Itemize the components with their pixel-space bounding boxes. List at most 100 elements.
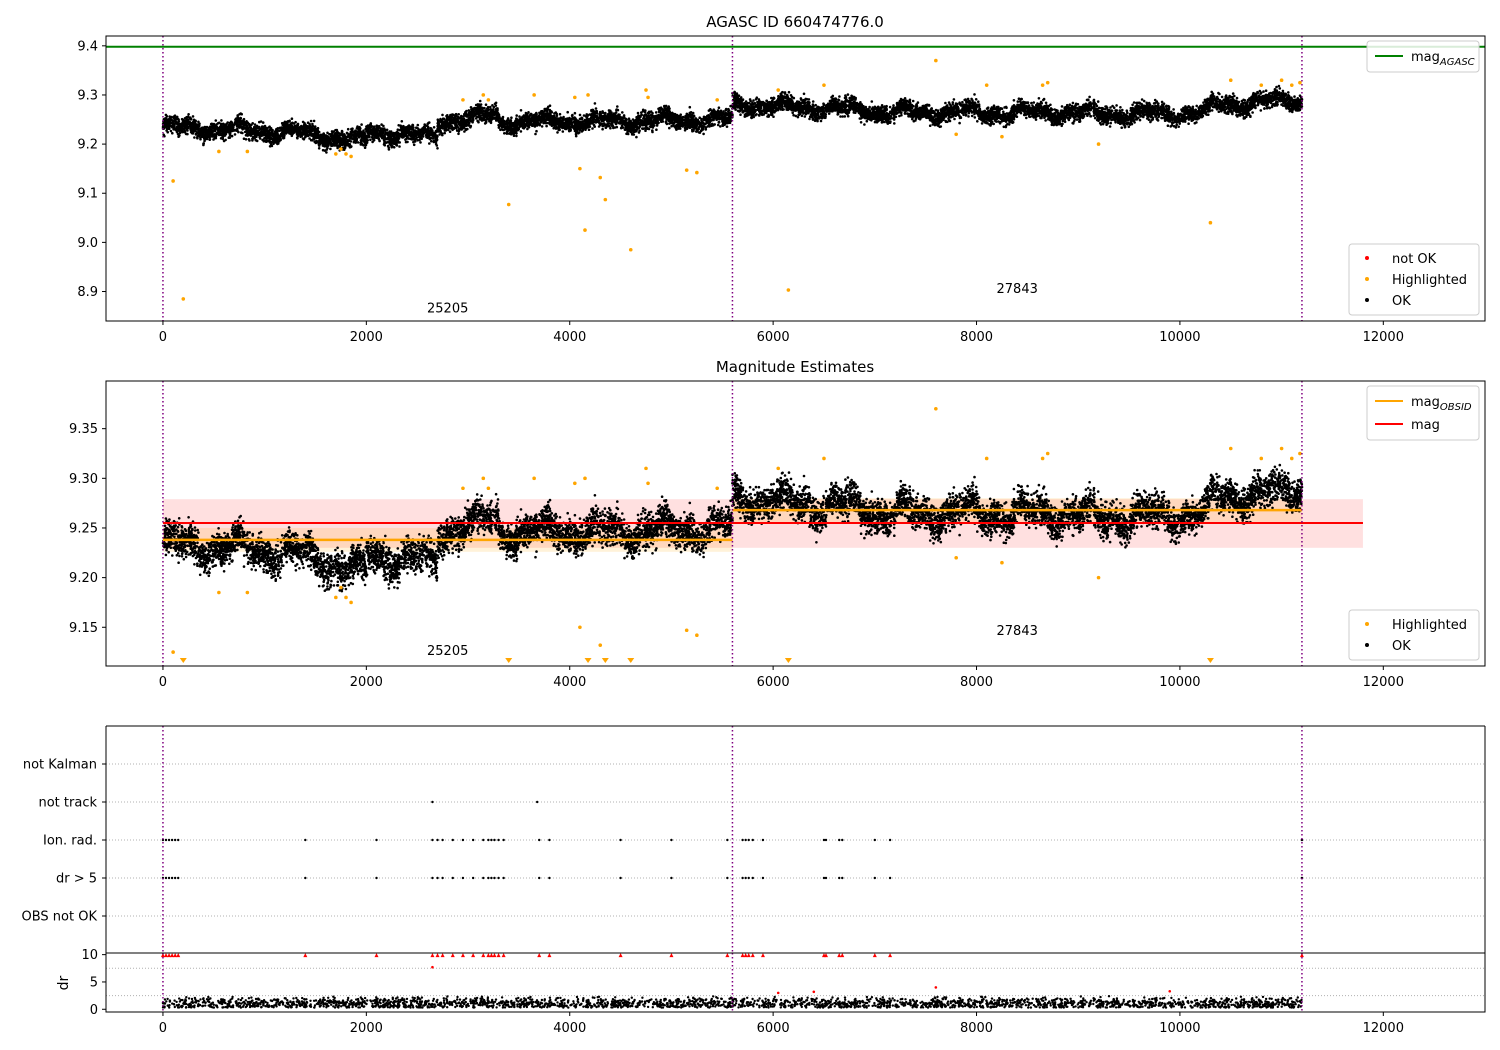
ok-point xyxy=(264,134,268,137)
ok-point xyxy=(512,134,516,137)
ok-point xyxy=(255,125,258,128)
ok-point xyxy=(172,116,176,120)
ok-point xyxy=(554,111,558,114)
ok-point xyxy=(294,129,298,132)
ok-point xyxy=(477,113,481,116)
ok-point xyxy=(237,124,241,127)
ok-point xyxy=(687,118,690,121)
ok-point xyxy=(416,123,420,127)
ok-point xyxy=(270,131,274,134)
ok-point xyxy=(688,126,691,129)
ok-point xyxy=(334,128,337,132)
ok-point xyxy=(618,120,622,124)
ok-point xyxy=(197,120,200,124)
ok-point xyxy=(612,126,615,130)
ok-point xyxy=(275,138,279,141)
ok-point xyxy=(550,110,553,113)
ok-point xyxy=(193,136,196,139)
ok-point xyxy=(266,136,270,139)
ok-point xyxy=(251,137,254,141)
ok-point xyxy=(459,116,463,119)
panel1-title: AGASC ID 660474776.0 xyxy=(706,13,884,31)
ok-point xyxy=(345,131,349,135)
ok-point xyxy=(713,110,717,114)
ok-point xyxy=(566,110,569,114)
ok-point xyxy=(339,139,342,143)
ok-point xyxy=(282,123,286,127)
ok-point xyxy=(683,129,687,132)
ok-point xyxy=(390,144,394,147)
ok-point xyxy=(728,112,731,115)
ok-point xyxy=(258,133,262,137)
ok-point xyxy=(433,140,437,143)
ok-point xyxy=(684,115,687,119)
ok-point xyxy=(288,127,292,130)
ok-point xyxy=(728,117,731,121)
ok-point xyxy=(202,135,206,139)
ok-point xyxy=(700,125,703,129)
ok-point xyxy=(455,129,459,132)
ok-point xyxy=(529,113,532,117)
ok-point xyxy=(462,115,465,118)
ok-point xyxy=(497,115,500,119)
ok-point xyxy=(396,140,400,143)
ok-point xyxy=(637,131,641,134)
ok-point xyxy=(331,130,334,134)
ok-point xyxy=(347,135,351,139)
ok-point xyxy=(501,119,505,123)
ok-point xyxy=(331,143,334,146)
ok-point xyxy=(479,111,483,114)
ok-point xyxy=(412,143,416,147)
ok-point xyxy=(685,112,689,116)
ok-point xyxy=(294,120,297,124)
ok-point xyxy=(269,127,273,130)
ok-point xyxy=(671,121,674,124)
ok-point xyxy=(399,124,402,127)
ok-point xyxy=(635,120,638,124)
ok-point xyxy=(242,120,245,124)
ok-point xyxy=(491,113,494,117)
ok-point xyxy=(306,121,310,124)
ok-point xyxy=(643,118,647,121)
ok-point xyxy=(253,128,257,132)
ok-point xyxy=(383,128,387,132)
ok-point xyxy=(254,131,257,135)
ok-point xyxy=(488,118,492,121)
ok-point xyxy=(717,106,721,109)
ok-point xyxy=(264,128,268,131)
ok-point xyxy=(432,126,436,129)
ok-point xyxy=(679,113,682,116)
ok-point xyxy=(210,132,214,136)
ok-point xyxy=(220,122,223,126)
ok-point xyxy=(368,130,371,134)
ok-point xyxy=(249,134,253,137)
ok-point xyxy=(474,103,478,107)
ok-point xyxy=(509,119,513,122)
ok-point xyxy=(278,126,282,130)
ok-point xyxy=(405,136,409,139)
ok-point xyxy=(433,134,436,137)
ok-point xyxy=(194,133,198,136)
ok-point xyxy=(387,148,391,151)
ok-point xyxy=(595,117,599,120)
ok-point xyxy=(227,130,230,134)
ok-point xyxy=(282,129,286,133)
ok-point xyxy=(332,139,336,142)
ok-point xyxy=(316,128,319,132)
ok-point xyxy=(242,117,246,121)
ok-point xyxy=(474,114,477,117)
ok-point xyxy=(509,132,513,136)
ok-point xyxy=(253,123,257,126)
ok-point xyxy=(471,116,475,119)
ok-point xyxy=(454,112,458,116)
ok-point xyxy=(460,121,464,124)
ok-point xyxy=(504,122,507,126)
ok-point xyxy=(381,136,384,140)
ok-point xyxy=(209,122,213,126)
ok-point xyxy=(591,113,594,117)
ok-point xyxy=(310,126,314,130)
ok-point xyxy=(277,136,281,140)
ok-point xyxy=(710,122,714,126)
ok-point xyxy=(295,124,299,127)
ok-point xyxy=(313,132,316,136)
